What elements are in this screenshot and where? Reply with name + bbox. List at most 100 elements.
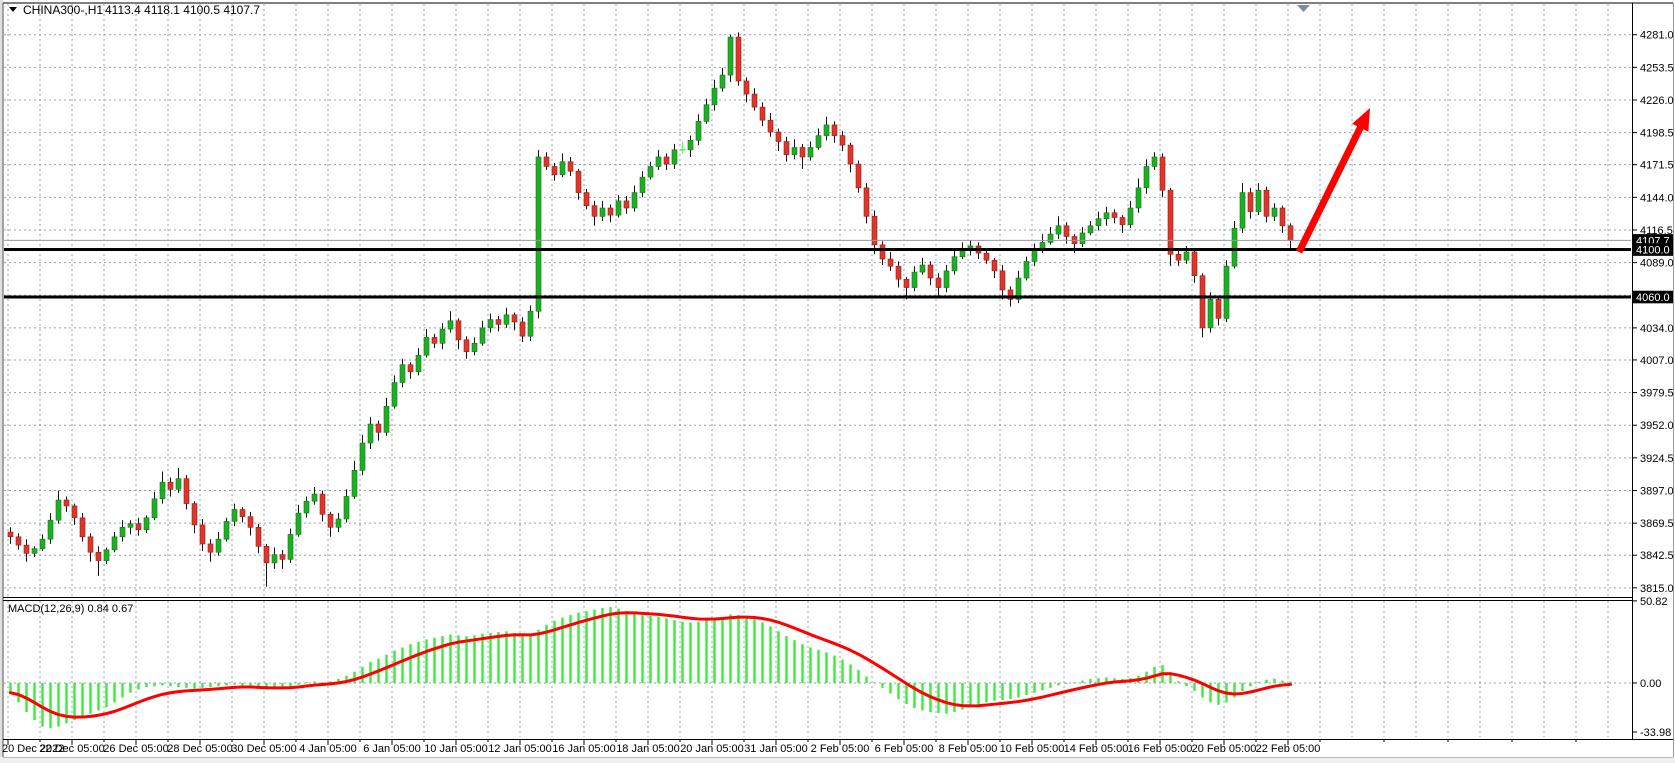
- candle: [423, 337, 430, 356]
- candle: [775, 131, 782, 142]
- candle: [767, 119, 774, 133]
- candle: [295, 512, 302, 535]
- candle: [415, 354, 422, 373]
- time-axis-label: 26 Dec 05:00: [103, 743, 168, 755]
- candle: [1151, 156, 1158, 167]
- candle: [1119, 217, 1126, 225]
- candle: [239, 509, 246, 517]
- price-axis-label: 4116.5: [1640, 225, 1673, 237]
- candle: [751, 93, 758, 108]
- candle: [1023, 261, 1030, 279]
- symbol-dropdown-icon[interactable]: [9, 7, 17, 12]
- macd-axis-label: 0.00: [1640, 678, 1661, 690]
- price-axis[interactable]: 4281.0 4253.5 4226.0 4198.5 4171.5 4144.0 4116…: [1632, 30, 1674, 595]
- price-badge: [1633, 290, 1673, 304]
- price-axis-label: 3924.5: [1640, 453, 1674, 465]
- price-badge: [1633, 243, 1673, 256]
- candle: [463, 339, 470, 352]
- chart-shift-marker-icon[interactable]: [1297, 5, 1310, 12]
- candle: [631, 192, 638, 209]
- arrow-shaft[interactable]: [1295, 122, 1366, 254]
- candle: [591, 205, 598, 217]
- candle: [231, 509, 238, 522]
- candle: [551, 166, 558, 176]
- candle: [1047, 233, 1054, 243]
- candle: [1287, 225, 1294, 241]
- candle: [367, 423, 374, 444]
- candle: [511, 314, 518, 323]
- price-axis-label: 3952.0: [1640, 420, 1674, 432]
- time-axis-label: 10 Jan 05:00: [424, 743, 488, 755]
- candle: [183, 478, 190, 504]
- candle: [1175, 253, 1182, 261]
- chart-title-quote: 4113.4 4118.1 4100.5 4107.7: [105, 3, 260, 17]
- candle: [487, 319, 494, 329]
- arrow-head[interactable]: [1352, 108, 1370, 132]
- candle: [855, 163, 862, 189]
- candle: [935, 277, 942, 288]
- macd-axis-label: 50.82: [1640, 596, 1668, 608]
- candle: [1015, 277, 1022, 300]
- candle: [103, 549, 110, 561]
- candle: [135, 523, 142, 530]
- candle: [495, 319, 502, 325]
- candle: [7, 531, 14, 538]
- candle: [303, 500, 310, 514]
- time-axis-label: 14 Feb 05:00: [1064, 743, 1129, 755]
- price-axis-label: 4226.0: [1640, 95, 1674, 107]
- candle: [1127, 207, 1134, 225]
- candle: [535, 156, 542, 312]
- price-axis-label: 4034.0: [1640, 323, 1674, 335]
- candle: [903, 278, 910, 288]
- candle: [327, 513, 334, 528]
- time-axis-label: 8 Feb 05:00: [939, 743, 998, 755]
- candle: [815, 135, 822, 148]
- candle: [207, 543, 214, 553]
- candle: [127, 523, 134, 528]
- candle: [1055, 225, 1062, 235]
- candle: [247, 516, 254, 528]
- candlestick-series: [7, 32, 1294, 587]
- time-axis-label: 6 Feb 05:00: [875, 743, 934, 755]
- candle: [1231, 227, 1238, 267]
- candle: [191, 503, 198, 526]
- candle: [647, 166, 654, 178]
- candle: [711, 87, 718, 106]
- candle: [1207, 299, 1214, 329]
- time-axis-label: 12 Jan 05:00: [488, 743, 552, 755]
- candle: [23, 544, 30, 554]
- price-axis-label: 4089.0: [1640, 258, 1674, 270]
- price-axis-label: 4281.0: [1640, 30, 1674, 42]
- candle: [47, 519, 54, 540]
- candle: [879, 244, 886, 260]
- time-axis-label: 20 Jan 05:00: [680, 743, 744, 755]
- macd-axis[interactable]: 50.82 0.00 -33.98: [1632, 596, 1671, 739]
- candle: [863, 187, 870, 217]
- macd-indicator-label: MACD(12,26,9) 0.84 0.67: [8, 603, 133, 615]
- candle: [1167, 189, 1174, 255]
- time-axis-label: 4 Jan 05:00: [299, 743, 357, 755]
- time-axis-label: 31 Jan 05:00: [744, 743, 808, 755]
- candle: [807, 147, 814, 158]
- candle: [871, 216, 878, 246]
- arrow-annotation[interactable]: [1295, 108, 1370, 254]
- horizontal-level-lines[interactable]: [4, 248, 1631, 299]
- candle: [583, 192, 590, 206]
- time-axis-label: 22 Feb 05:00: [1256, 743, 1321, 755]
- candle: [1087, 225, 1094, 234]
- candle: [607, 207, 614, 216]
- time-axis-label: 16 Jan 05:00: [552, 743, 616, 755]
- candle: [343, 496, 350, 520]
- candle: [215, 538, 222, 553]
- time-axis-label: 10 Feb 05:00: [1000, 743, 1065, 755]
- time-axis-label: 22 Dec 05:00: [39, 743, 104, 755]
- candle: [255, 527, 262, 547]
- price-badge-label: 4100.0: [1636, 245, 1670, 257]
- candle: [503, 314, 510, 325]
- chart-title-symbol: CHINA300-,H1: [23, 3, 103, 17]
- candle: [791, 147, 798, 155]
